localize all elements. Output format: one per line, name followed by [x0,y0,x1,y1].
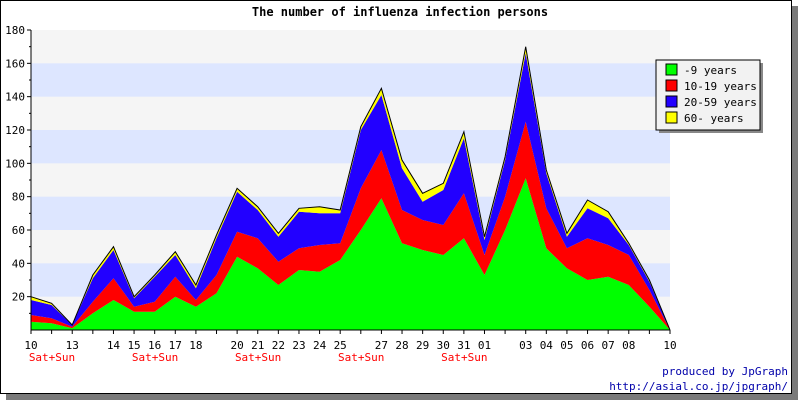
y-tick-label: 40 [12,257,25,270]
area-series-3 [31,53,670,331]
x-tick-label: 18 [189,339,202,352]
x-tick-label: 23 [292,339,305,352]
y-tick-label: 60 [12,224,25,237]
x-tick-label: 04 [540,339,554,352]
x-tick-label: 28 [395,339,408,352]
weekend-label: Sat+Sun [338,351,384,364]
legend-swatch [665,63,678,76]
x-tick-label: 17 [169,339,182,352]
legend-label: 60- years [684,112,744,125]
x-tick-label: 20 [231,339,244,352]
y-tick-label: 20 [12,291,25,304]
y-tick-label: 80 [12,191,25,204]
y-tick-label: 160 [5,57,25,70]
x-tick-label: 22 [272,339,285,352]
x-tick-label: 29 [416,339,429,352]
legend-swatch [665,111,678,124]
x-tick-label: 27 [375,339,388,352]
grid-band [31,130,670,164]
weekend-label: Sat+Sun [235,351,281,364]
x-tick-label: 03 [519,339,532,352]
x-tick-label: 25 [334,339,347,352]
weekend-label: Sat+Sun [29,351,75,364]
y-tick-label: 180 [5,24,25,37]
legend-label: -9 years [684,64,737,77]
x-tick-label: 08 [622,339,635,352]
area-series-2 [31,121,670,330]
grid-band [31,63,670,97]
y-tick-label: 120 [5,124,25,137]
x-tick-label: 13 [66,339,79,352]
stack-outline [30,46,671,331]
x-tick-label: 15 [127,339,140,352]
chart-title: The number of influenza infection person… [252,5,548,19]
legend-label: 20-59 years [684,96,757,109]
weekend-label: Sat+Sun [132,351,178,364]
x-tick-label: 30 [437,339,450,352]
x-tick-label: 07 [602,339,615,352]
x-tick-label: 16 [148,339,161,352]
y-tick-label: 140 [5,91,25,104]
legend-swatch [665,79,678,92]
credit-line-1: produced by JpGraph [662,365,788,378]
x-tick-label: 24 [313,339,327,352]
legend-swatch [665,95,678,108]
frame-shadow-bottom [6,394,798,400]
x-tick-label: 10 [663,339,676,352]
x-tick-label: 14 [107,339,121,352]
x-tick-label: 05 [560,339,573,352]
x-tick-label: 10 [24,339,37,352]
x-tick-label: 21 [251,339,264,352]
x-tick-label: 06 [581,339,594,352]
area-series-1 [31,178,670,330]
legend-label: 10-19 years [684,80,757,93]
x-tick-label: 31 [457,339,470,352]
weekend-label: Sat+Sun [441,351,487,364]
credit-line-2[interactable]: http://asial.co.jp/jpgraph/ [609,380,788,393]
x-tick-label: 01 [478,339,491,352]
y-tick-label: 100 [5,157,25,170]
frame-shadow-right [792,6,798,400]
